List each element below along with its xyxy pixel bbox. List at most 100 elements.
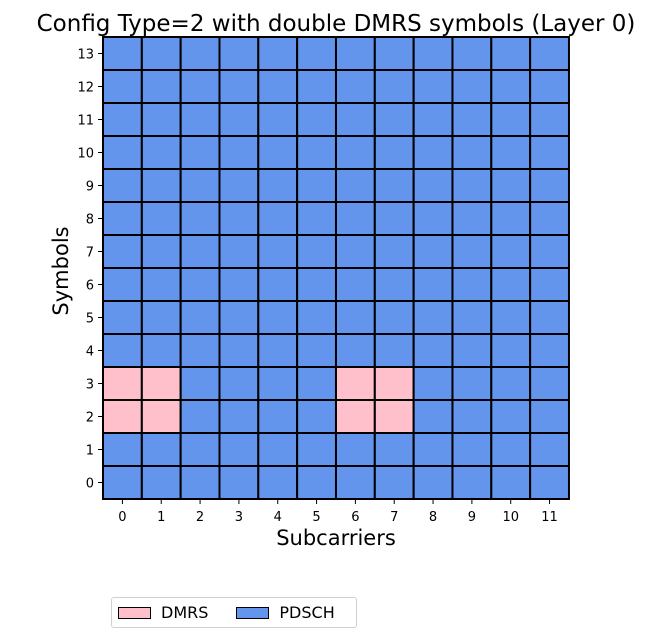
pdsch-cell-sc11-sym0	[529, 465, 570, 500]
y-tick-label-5: 5	[86, 312, 94, 327]
pdsch-cell-sc10-sym2	[490, 399, 532, 434]
pdsch-cell-sc10-sym13	[490, 36, 532, 71]
x-tick-label-7: 7	[390, 510, 398, 525]
pdsch-cell-sc3-sym9	[218, 168, 260, 203]
y-tick-label-2: 2	[86, 411, 94, 426]
pdsch-cell-sc8-sym7	[412, 234, 454, 269]
pdsch-cell-sc11-sym1	[529, 432, 570, 467]
pdsch-cell-sc0-sym6	[102, 267, 143, 302]
pdsch-cell-sc10-sym8	[490, 201, 532, 236]
pdsch-cell-sc2-sym6	[179, 267, 221, 302]
pdsch-cell-sc6-sym0	[334, 465, 376, 500]
pdsch-cell-sc5-sym2	[296, 399, 337, 434]
pdsch-cell-sc3-sym3	[218, 366, 260, 401]
y-tick-label-4: 4	[86, 345, 94, 360]
pdsch-cell-sc8-sym3	[412, 366, 454, 401]
pdsch-cell-sc0-sym5	[102, 300, 143, 335]
pdsch-cell-sc2-sym13	[179, 36, 221, 71]
legend-item-dmrs: DMRS	[118, 603, 208, 622]
pdsch-cell-sc3-sym13	[218, 36, 260, 71]
pdsch-cell-sc7-sym7	[373, 234, 415, 269]
x-tick-label-0: 0	[118, 510, 126, 525]
pdsch-cell-sc5-sym13	[296, 36, 337, 71]
y-tick-label-8: 8	[86, 213, 94, 228]
pdsch-cell-sc5-sym4	[296, 333, 337, 368]
dmrs-cell-sc7-sym3	[373, 366, 415, 401]
pdsch-cell-sc7-sym11	[373, 102, 415, 137]
pdsch-cell-sc2-sym9	[179, 168, 221, 203]
pdsch-cell-sc2-sym2	[179, 399, 221, 434]
pdsch-cell-sc4-sym5	[257, 300, 299, 335]
legend-label-pdsch: PDSCH	[279, 603, 335, 622]
pdsch-cell-sc11-sym10	[529, 135, 570, 170]
pdsch-cell-sc0-sym7	[102, 234, 143, 269]
dmrs-cell-sc1-sym3	[140, 366, 182, 401]
pdsch-cell-sc11-sym8	[529, 201, 570, 236]
pdsch-cell-sc6-sym11	[334, 102, 376, 137]
pdsch-cell-sc8-sym10	[412, 135, 454, 170]
pdsch-cell-sc4-sym10	[257, 135, 299, 170]
y-tick-label-3: 3	[86, 378, 94, 393]
pdsch-cell-sc8-sym9	[412, 168, 454, 203]
pdsch-cell-sc8-sym6	[412, 267, 454, 302]
pdsch-cell-sc7-sym6	[373, 267, 415, 302]
grid-cells	[102, 36, 570, 500]
pdsch-cell-sc2-sym11	[179, 102, 221, 137]
pdsch-cell-sc4-sym1	[257, 432, 299, 467]
pdsch-cell-sc3-sym5	[218, 300, 260, 335]
x-tick-label-11: 11	[541, 510, 558, 525]
x-axis-ticks: 0 1 2 3 4 5 6 7 8 9 10 11	[118, 499, 558, 525]
pdsch-cell-sc10-sym10	[490, 135, 532, 170]
y-tick-label-12: 12	[77, 81, 94, 96]
pdsch-cell-sc5-sym9	[296, 168, 337, 203]
x-tick-label-3: 3	[235, 510, 243, 525]
pdsch-cell-sc0-sym11	[102, 102, 143, 137]
pdsch-cell-sc11-sym13	[529, 36, 570, 71]
pdsch-cell-sc9-sym12	[451, 69, 493, 104]
pdsch-cell-sc1-sym0	[140, 465, 182, 500]
pdsch-cell-sc10-sym7	[490, 234, 532, 269]
pdsch-cell-sc10-sym4	[490, 333, 532, 368]
legend-swatch-pdsch	[236, 606, 270, 619]
x-tick-label-4: 4	[274, 510, 282, 525]
x-tick-label-2: 2	[196, 510, 204, 525]
pdsch-cell-sc4-sym7	[257, 234, 299, 269]
pdsch-cell-sc3-sym0	[218, 465, 260, 500]
pdsch-cell-sc5-sym6	[296, 267, 337, 302]
pdsch-cell-sc3-sym8	[218, 201, 260, 236]
pdsch-cell-sc11-sym4	[529, 333, 570, 368]
pdsch-cell-sc7-sym4	[373, 333, 415, 368]
pdsch-cell-sc5-sym0	[296, 465, 337, 500]
pdsch-cell-sc11-sym3	[529, 366, 570, 401]
pdsch-cell-sc10-sym12	[490, 69, 532, 104]
pdsch-cell-sc11-sym5	[529, 300, 570, 335]
pdsch-cell-sc3-sym2	[218, 399, 260, 434]
pdsch-cell-sc1-sym5	[140, 300, 182, 335]
pdsch-cell-sc1-sym7	[140, 234, 182, 269]
pdsch-cell-sc1-sym11	[140, 102, 182, 137]
pdsch-cell-sc3-sym7	[218, 234, 260, 269]
pdsch-cell-sc11-sym2	[529, 399, 570, 434]
pdsch-cell-sc7-sym10	[373, 135, 415, 170]
pdsch-cell-sc9-sym3	[451, 366, 493, 401]
pdsch-cell-sc4-sym9	[257, 168, 299, 203]
pdsch-cell-sc8-sym1	[412, 432, 454, 467]
pdsch-cell-sc6-sym9	[334, 168, 376, 203]
y-tick-label-11: 11	[77, 114, 94, 129]
pdsch-cell-sc7-sym13	[373, 36, 415, 71]
pdsch-cell-sc0-sym12	[102, 69, 143, 104]
pdsch-cell-sc0-sym13	[102, 36, 143, 71]
pdsch-cell-sc2-sym7	[179, 234, 221, 269]
pdsch-cell-sc5-sym5	[296, 300, 337, 335]
pdsch-cell-sc3-sym6	[218, 267, 260, 302]
pdsch-cell-sc4-sym12	[257, 69, 299, 104]
pdsch-cell-sc10-sym1	[490, 432, 532, 467]
pdsch-cell-sc11-sym12	[529, 69, 570, 104]
pdsch-cell-sc7-sym0	[373, 465, 415, 500]
x-tick-label-5: 5	[312, 510, 320, 525]
chart-title: Config Type=2 with double DMRS symbols (…	[37, 11, 636, 37]
pdsch-cell-sc6-sym8	[334, 201, 376, 236]
legend-item-pdsch: PDSCH	[236, 603, 335, 622]
pdsch-cell-sc2-sym5	[179, 300, 221, 335]
